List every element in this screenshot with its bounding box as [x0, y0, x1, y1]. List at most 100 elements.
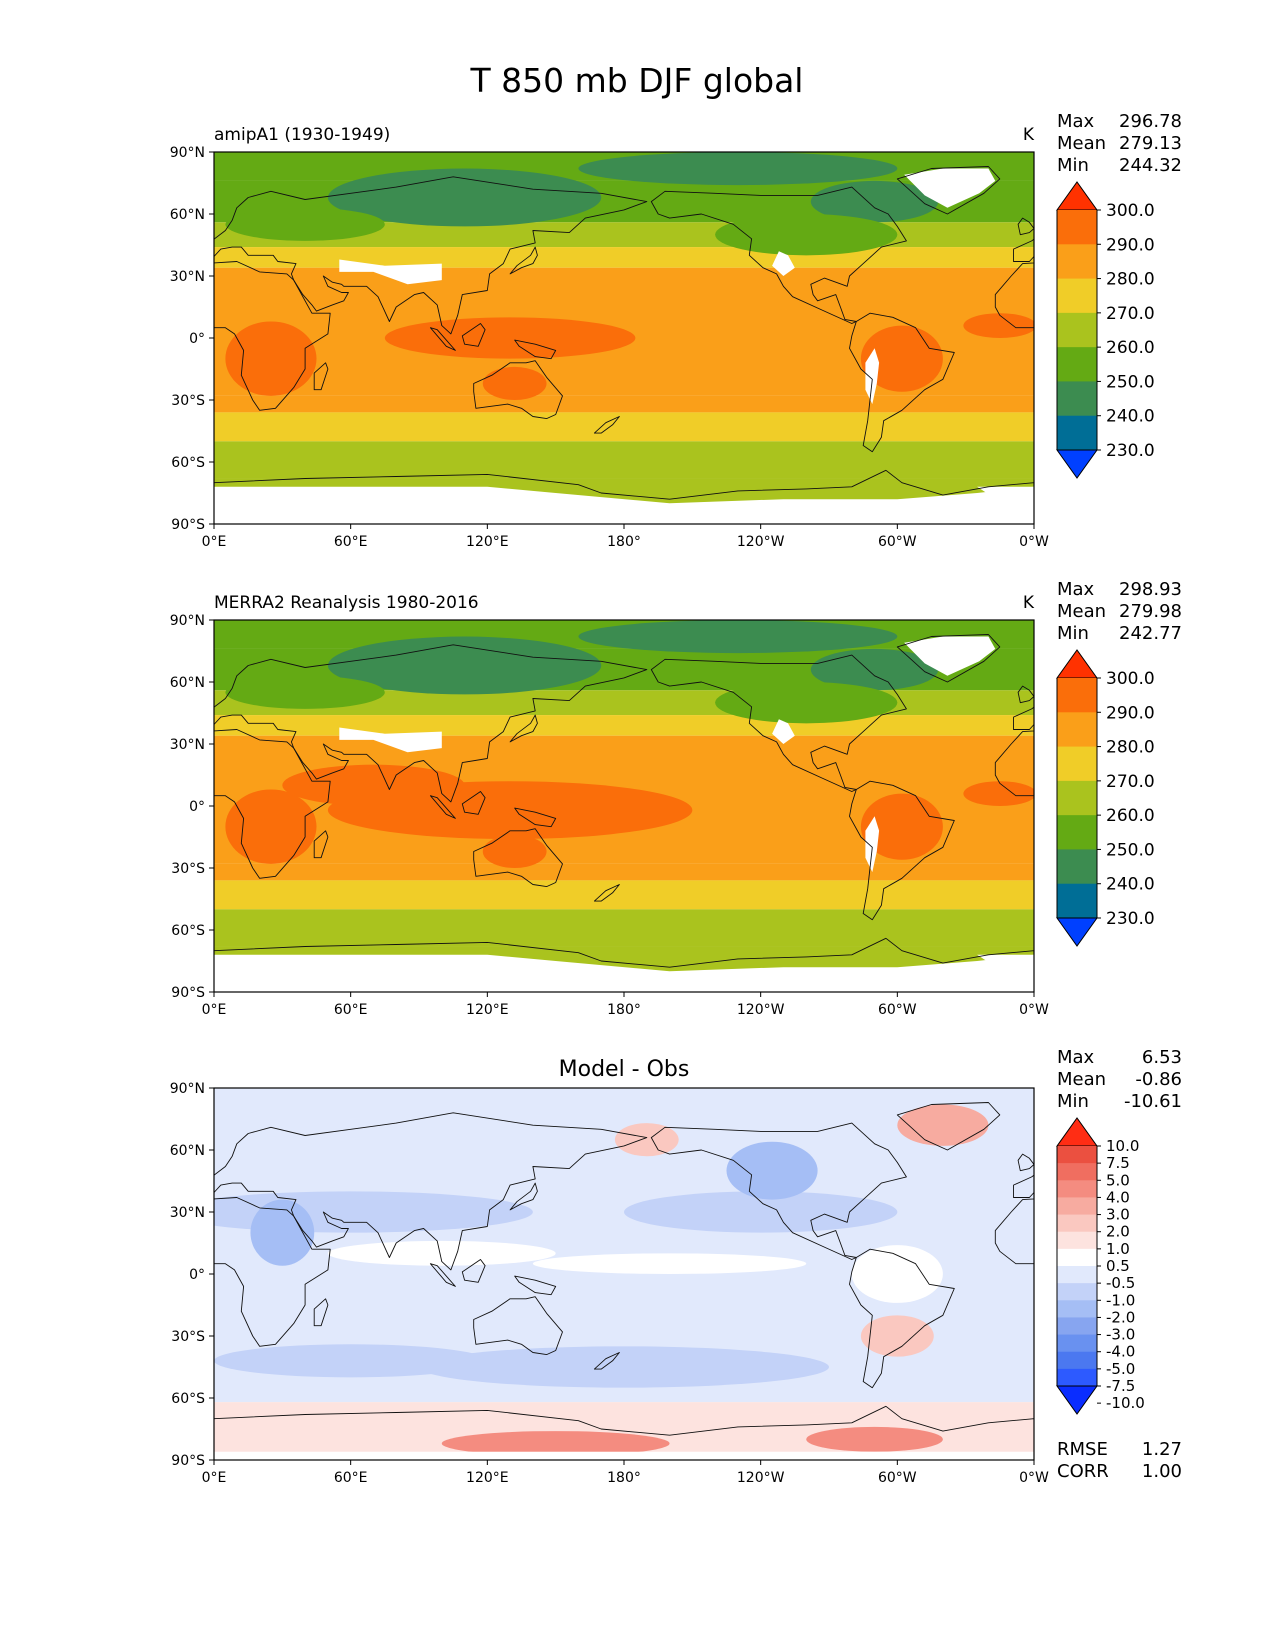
- stat-value-mean: -0.86: [1135, 1069, 1182, 1090]
- missing-andes: [865, 348, 880, 405]
- diff-missing-pole: [214, 1451, 1034, 1460]
- x-tick-label: 0°W: [1019, 534, 1049, 550]
- coastline-southamerica: [849, 312, 955, 453]
- diff-white-equator: [532, 1253, 807, 1274]
- missing-antarctica: [214, 954, 1034, 992]
- cold-core-siberia: [327, 636, 602, 695]
- warm-maritime: [384, 317, 636, 359]
- colorbar-label: 300.0: [1106, 669, 1155, 689]
- colorbar-label: 230.0: [1106, 909, 1155, 929]
- colorbar-segment: [1057, 347, 1097, 382]
- x-tick-label: 120°E: [466, 1470, 509, 1486]
- colorbar-label: -1.0: [1106, 1291, 1135, 1309]
- colorbar-segment: [1057, 1351, 1097, 1370]
- colorbar-segment: [1057, 1317, 1097, 1336]
- colorbar-extend-min: [1056, 1385, 1098, 1415]
- y-tick-label: 90°N: [170, 1081, 205, 1097]
- rmse-label: RMSE: [1057, 1439, 1108, 1460]
- colorbar-label: 7.5: [1106, 1154, 1130, 1172]
- coastline-australia: [473, 828, 563, 888]
- x-tick-label: 60°E: [334, 1002, 368, 1018]
- coastline-greenland: [896, 166, 1001, 215]
- band-260-270-south: [214, 909, 1034, 947]
- coastline-africa: [214, 729, 331, 879]
- coastline-eurasia: [214, 644, 648, 803]
- x-tick-label: 0°W: [1019, 1002, 1049, 1018]
- corr-label: CORR: [1057, 1461, 1109, 1482]
- diff-pos-brazil: [860, 1315, 934, 1357]
- cold-core-siberia: [327, 168, 602, 227]
- x-tick-label: 60°E: [334, 1470, 368, 1486]
- colorbar-label: -0.5: [1106, 1274, 1135, 1292]
- y-tick-label: 60°N: [170, 1143, 205, 1159]
- stat-value-mean: 279.13: [1119, 133, 1182, 154]
- band-270-280-south: [214, 412, 1034, 442]
- x-tick-label: 120°E: [466, 534, 509, 550]
- cold-europe: [225, 675, 385, 709]
- colorbar-label: 250.0: [1106, 840, 1155, 860]
- colorbar-segment: [1057, 1368, 1097, 1387]
- colorbar-segment: [1057, 1283, 1097, 1301]
- coastline-japan: [509, 246, 538, 275]
- colorbar-label: -4.0: [1106, 1343, 1135, 1361]
- stat-label-min: Min: [1057, 1091, 1089, 1112]
- cold-namerica: [715, 682, 898, 724]
- band-270-280-south: [214, 880, 1034, 910]
- colorbar-segment: [1057, 1214, 1097, 1233]
- colorbar-label: 280.0: [1106, 270, 1155, 290]
- colorbar-segment: [1057, 1163, 1097, 1181]
- coastline-newguinea: [514, 807, 557, 828]
- colorbar-segment: [1057, 415, 1097, 451]
- coastline-eurasia: [1013, 1174, 1034, 1198]
- x-tick-label: 60°W: [878, 1470, 917, 1486]
- y-tick-label: 30°S: [171, 861, 205, 877]
- warm-australia: [482, 366, 547, 400]
- colorbar-label: 1.0: [1106, 1240, 1130, 1258]
- colorbar-segment: [1057, 1146, 1097, 1164]
- coastline-borneo: [461, 323, 486, 347]
- colorbar-frame: [1056, 678, 1098, 918]
- stat-label-max: Max: [1057, 111, 1095, 132]
- coastline-borneo: [461, 1259, 486, 1283]
- warm-africa: [225, 789, 317, 864]
- y-tick-label: 30°S: [171, 393, 205, 409]
- missing-tibet: [339, 727, 442, 753]
- colorbar-extend-max: [1056, 1117, 1098, 1147]
- diff-asia: [214, 1191, 533, 1233]
- panel-test: 0°E 60°E 120°E 180° 120°W 60°W 0°W 90°N 60°N 30°N…: [170, 111, 1182, 550]
- warm-atlantic: [963, 313, 1034, 338]
- coastline-antarctica: [214, 937, 1034, 992]
- colorbar-label: 230.0: [1106, 441, 1155, 461]
- y-tick-label: 90°S: [171, 985, 205, 1001]
- y-tick-label: 30°N: [170, 737, 205, 753]
- band-260-270-south: [214, 441, 1034, 479]
- coastline-africa: [214, 261, 331, 411]
- stat-value-max: 298.93: [1119, 579, 1182, 600]
- cold-core-canada: [810, 180, 939, 223]
- colorbar-label: 260.0: [1106, 338, 1155, 358]
- coastline-sumatra: [429, 1263, 456, 1287]
- band-270-280: [214, 247, 1034, 268]
- y-tick-label: 90°N: [170, 613, 205, 629]
- colorbar-label: -10.0: [1106, 1394, 1145, 1412]
- coastline-madagascar: [313, 362, 329, 391]
- diff-indian-south: [214, 1344, 488, 1378]
- figure-title: T 850 mb DJF global: [470, 61, 804, 100]
- colorbar-label: 260.0: [1106, 806, 1155, 826]
- rmse-value: 1.27: [1142, 1439, 1182, 1460]
- cold-core-arctic: [578, 620, 898, 654]
- y-tick-label: 60°S: [171, 923, 205, 939]
- panel-title: Model - Obs: [559, 1057, 690, 1082]
- stat-value-mean: 279.98: [1119, 601, 1182, 622]
- colorbar-segment: [1057, 1180, 1097, 1198]
- colorbar-label: -2.0: [1106, 1308, 1135, 1326]
- x-tick-label: 0°E: [202, 534, 227, 550]
- diff-north-pacific: [624, 1191, 898, 1233]
- colorbar-segment: [1057, 815, 1097, 850]
- colorbar-extend-max: [1056, 181, 1098, 211]
- diff-rockies: [726, 1141, 818, 1200]
- x-tick-label: 60°W: [878, 1002, 917, 1018]
- diff-pos-ross: [441, 1431, 670, 1456]
- missing-rockies: [772, 251, 795, 276]
